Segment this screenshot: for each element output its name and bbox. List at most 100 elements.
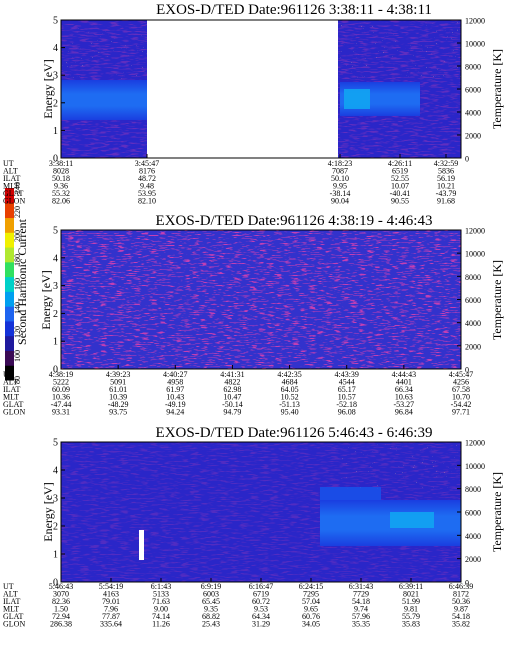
panel-1-ion-band-core bbox=[344, 89, 370, 109]
ephemeris-cell: 7295 bbox=[303, 590, 319, 599]
ephemeris-cell: 57.04 bbox=[302, 597, 320, 606]
colorbar-swatch bbox=[5, 365, 14, 381]
ephemeris-cell: 25.43 bbox=[202, 620, 220, 629]
ephemeris-cell: 96.08 bbox=[338, 408, 356, 417]
ephemeris-row-label: MLT bbox=[3, 182, 19, 191]
panel-1-data-gap bbox=[147, 20, 338, 158]
colorbar-swatch bbox=[5, 261, 14, 278]
ephemeris-cell: 72.94 bbox=[52, 612, 70, 621]
ephemeris-cell: 4:38:19 bbox=[49, 370, 73, 379]
ephemeris-row-label: UT bbox=[3, 582, 14, 591]
ephemeris-cell: 4:43:39 bbox=[334, 370, 358, 379]
y-tick-label-left: 3 bbox=[53, 494, 58, 505]
ephemeris-cell: 9.74 bbox=[354, 605, 368, 614]
y-tick-label-left: 1 bbox=[53, 126, 58, 137]
ephemeris-cell: 31.29 bbox=[252, 620, 270, 629]
panel-3-title: EXOS-D/TED Date:961126 5:46:43 - 6:46:39 bbox=[156, 425, 433, 441]
ephemeris-row-label: ILAT bbox=[3, 385, 20, 394]
y-tick-label-right: 12000 bbox=[465, 227, 485, 236]
ephemeris-cell: 3:45:47 bbox=[135, 159, 159, 168]
ephemeris-cell: 82.10 bbox=[138, 197, 156, 206]
ephemeris-cell: 6:31:43 bbox=[349, 582, 373, 591]
y-tick-label-right: 12000 bbox=[465, 439, 485, 448]
y-tick-label-left: 0 bbox=[53, 365, 58, 376]
ephemeris-row-label: UT bbox=[3, 159, 14, 168]
ephemeris-cell: -40.41 bbox=[390, 189, 411, 198]
ephemeris-cell: 8172 bbox=[453, 590, 469, 599]
spectrogram-panel-2: EXOS-D/TED Date:961126 4:38:19 - 4:46:43… bbox=[3, 213, 504, 417]
ephemeris-cell: 52.55 bbox=[391, 174, 409, 183]
y-tick-label-left: 1 bbox=[53, 550, 58, 561]
ephemeris-cell: 56.19 bbox=[437, 174, 455, 183]
y-tick-label-right: 4000 bbox=[465, 532, 481, 541]
y-tick-label-left: 2 bbox=[53, 98, 58, 109]
ephemeris-cell: 10.43 bbox=[166, 393, 184, 402]
ephemeris-cell: -47.44 bbox=[51, 400, 72, 409]
ephemeris-cell: 95.40 bbox=[281, 408, 299, 417]
y-tick-label-left: 1 bbox=[53, 337, 58, 348]
panel-3-ion-band-upper bbox=[320, 487, 381, 503]
ephemeris-cell: 6:1:43 bbox=[151, 582, 171, 591]
ephemeris-cell: 50.36 bbox=[452, 597, 470, 606]
colorbar-swatch bbox=[5, 232, 14, 248]
colorbar-tick-label: 200 bbox=[13, 230, 22, 242]
y-tick-label-right: 10000 bbox=[465, 40, 485, 49]
panel-1-title: EXOS-D/TED Date:961126 3:38:11 - 4:38:11 bbox=[156, 2, 432, 18]
y-tick-label-right: 10000 bbox=[465, 250, 485, 259]
ephemeris-cell: 9.65 bbox=[304, 605, 318, 614]
ephemeris-cell: -53.27 bbox=[394, 400, 415, 409]
ephemeris-cell: 60.72 bbox=[252, 597, 270, 606]
ephemeris-cell: 4256 bbox=[453, 378, 469, 387]
ephemeris-cell: 6003 bbox=[203, 590, 219, 599]
panel-3-white-artifact bbox=[139, 530, 144, 560]
colorbar-tick-label: 240 bbox=[13, 182, 22, 194]
ephemeris-row-label: GLAT bbox=[3, 400, 24, 409]
ephemeris-cell: 6719 bbox=[253, 590, 269, 599]
y-tick-label-right: 4000 bbox=[465, 319, 481, 328]
ephemeris-cell: 61.97 bbox=[166, 385, 184, 394]
ephemeris-cell: 10.36 bbox=[52, 393, 70, 402]
ephemeris-row-label: GLAT bbox=[3, 189, 24, 198]
ephemeris-cell: 11.26 bbox=[152, 620, 170, 629]
panel-1-noise-dots-left bbox=[61, 28, 147, 80]
ephemeris-cell: 5:54:19 bbox=[99, 582, 123, 591]
ephemeris-cell: 6:39:11 bbox=[399, 582, 423, 591]
ephemeris-row-label: ILAT bbox=[3, 597, 20, 606]
ephemeris-cell: 4:18:23 bbox=[328, 159, 352, 168]
panel-2-ticks: 0 1 2 3 4 5 0 2000 4000 6000 8000 10000 12000 bbox=[53, 226, 485, 376]
ephemeris-cell: 5836 bbox=[438, 167, 454, 176]
ephemeris-cell: 60.76 bbox=[302, 612, 320, 621]
ephemeris-cell: 67.58 bbox=[452, 385, 470, 394]
ephemeris-cell: 61.01 bbox=[109, 385, 127, 394]
spectrogram-panel-3: EXOS-D/TED Date:961126 5:46:43 - 6:46:39… bbox=[3, 425, 504, 629]
ephemeris-cell: 55.32 bbox=[52, 189, 70, 198]
panel-2-ylabel-left: Energy [eV] bbox=[39, 270, 53, 329]
y-tick-label-right: 6000 bbox=[465, 296, 481, 305]
ephemeris-cell: -54.42 bbox=[451, 400, 472, 409]
ephemeris-cell: -38.14 bbox=[330, 189, 351, 198]
ephemeris-row-label: MLT bbox=[3, 605, 19, 614]
ephemeris-cell: 4:42:35 bbox=[277, 370, 301, 379]
ephemeris-row-label: GLON bbox=[3, 620, 25, 629]
colorbar-tick-label: 220 bbox=[13, 206, 22, 218]
ephemeris-cell: 93.31 bbox=[52, 408, 70, 417]
ephemeris-cell: 8021 bbox=[403, 590, 419, 599]
panel-2-speckle bbox=[61, 230, 461, 369]
ephemeris-cell: 91.68 bbox=[437, 197, 455, 206]
ephemeris-cell: 6:9:19 bbox=[201, 582, 221, 591]
ephemeris-cell: 5:46:43 bbox=[49, 582, 73, 591]
ephemeris-cell: 10.21 bbox=[437, 182, 455, 191]
y-tick-label-left: 2 bbox=[53, 309, 58, 320]
ephemeris-cell: 66.34 bbox=[395, 385, 413, 394]
ephemeris-cell: 6:16:47 bbox=[249, 582, 273, 591]
ephemeris-cell: 4163 bbox=[103, 590, 119, 599]
ephemeris-cell: -52.18 bbox=[336, 400, 357, 409]
ephemeris-cell: 10.57 bbox=[338, 393, 356, 402]
ephemeris-cell: 9.53 bbox=[254, 605, 268, 614]
ephemeris-cell: 82.36 bbox=[52, 597, 70, 606]
ephemeris-cell: 68.82 bbox=[202, 612, 220, 621]
colorbar: 80 100 120 140 160 180 200 220 240 Second Harmon… bbox=[5, 182, 29, 384]
ephemeris-cell: 53.95 bbox=[138, 189, 156, 198]
ephemeris-cell: 6:24:15 bbox=[299, 582, 323, 591]
y-tick-label-right: 6000 bbox=[465, 509, 481, 518]
